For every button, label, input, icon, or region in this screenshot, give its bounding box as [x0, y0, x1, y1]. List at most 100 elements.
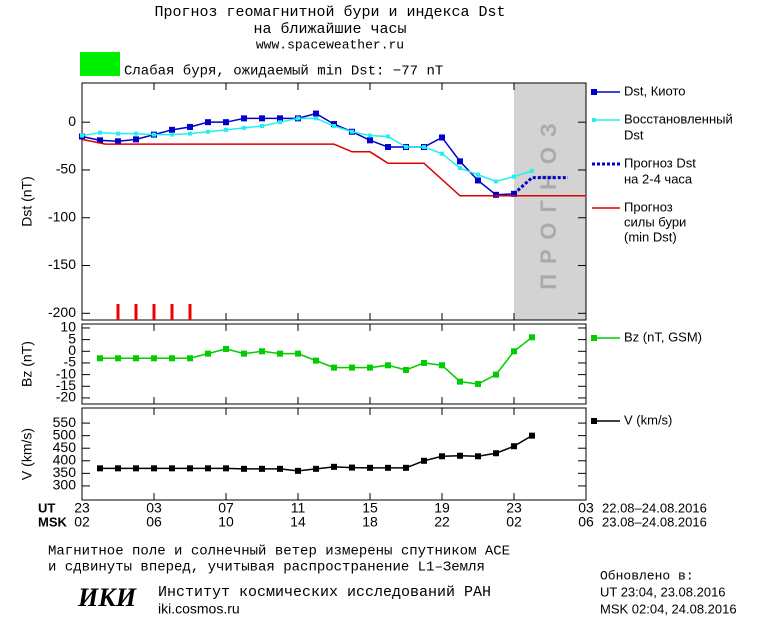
data-point: [530, 168, 534, 173]
data-point: [349, 464, 355, 471]
date-range: 22.08–24.08.2016: [602, 500, 707, 515]
data-point: [97, 355, 103, 362]
title: Прогноз геомагнитной бури и индекса Dst: [154, 4, 505, 21]
data-point: [422, 145, 426, 150]
y-tick-label: 0: [68, 342, 76, 358]
data-point: [151, 465, 157, 472]
y-tick-label: -150: [48, 256, 76, 272]
data-point: [151, 355, 157, 362]
data-point: [475, 380, 481, 387]
x-tick-label-msk: 06: [578, 514, 594, 530]
forecast-label: ПРОГНОЗ: [536, 113, 561, 290]
data-point: [439, 134, 445, 141]
data-point: [116, 131, 120, 136]
data-point: [296, 116, 300, 121]
data-point: [97, 465, 103, 472]
data-point: [277, 115, 283, 122]
legend-marker: [592, 118, 596, 122]
series-line: [100, 435, 533, 472]
data-point: [475, 177, 481, 184]
updated: UT 23:04, 23.08.2016: [600, 584, 726, 599]
data-point: [277, 465, 283, 472]
data-point: [331, 463, 337, 470]
data-point: [115, 138, 121, 145]
y-tick-label: 10: [60, 319, 76, 335]
data-point: [152, 132, 156, 137]
data-point: [314, 116, 318, 121]
x-tick-label: 19: [434, 500, 450, 516]
data-point: [205, 119, 211, 126]
data-point: [421, 359, 427, 366]
subtitle: на ближайшие часы: [253, 21, 406, 38]
legend-label: (min Dst): [624, 229, 677, 244]
data-point: [133, 465, 139, 472]
data-point: [475, 453, 481, 460]
data-point: [367, 364, 373, 371]
y-tick-label: 400: [53, 451, 77, 467]
data-point: [403, 464, 409, 471]
legend-marker: [591, 335, 597, 341]
data-point: [332, 124, 336, 129]
data-point: [133, 355, 139, 362]
note: и сдвинуты вперед, учитывая распростране…: [48, 560, 485, 576]
x-label: UT: [38, 500, 55, 515]
data-point: [457, 158, 463, 165]
y-tick-label: -15: [56, 377, 76, 393]
data-point: [493, 191, 499, 198]
data-point: [385, 144, 391, 151]
x-tick-label: 23: [74, 500, 90, 516]
data-point: [115, 355, 121, 362]
x-tick-label: 03: [578, 500, 594, 516]
legend-marker: [591, 418, 597, 424]
plot-frame: [81, 323, 587, 405]
series-line: [81, 112, 515, 196]
data-point: [458, 166, 462, 171]
y-tick-label: 0: [68, 113, 76, 129]
site: iki.cosmos.ru: [158, 601, 240, 617]
updated: MSK 02:04, 24.08.2016: [600, 601, 737, 616]
y-tick-label: 550: [53, 414, 77, 430]
series-line: [81, 138, 586, 197]
data-point: [223, 465, 229, 472]
data-point: [512, 174, 516, 179]
data-point: [385, 464, 391, 471]
data-point: [331, 364, 337, 371]
data-point: [529, 334, 535, 341]
data-point: [313, 357, 319, 364]
data-point: [457, 378, 463, 385]
data-point: [404, 145, 408, 150]
x-tick-label: 11: [291, 500, 306, 516]
data-point: [187, 123, 193, 130]
data-point: [295, 467, 301, 474]
data-point: [224, 127, 228, 132]
data-point: [440, 151, 444, 156]
forecast-region: [514, 83, 586, 320]
data-point: [80, 133, 84, 138]
y-tick-label: -20: [56, 389, 76, 405]
y-tick-label: -200: [48, 304, 76, 320]
data-point: [187, 465, 193, 472]
data-point: [205, 465, 211, 472]
note: Магнитное поле и солнечный ветер измерен…: [48, 543, 510, 560]
y-tick-label: -100: [48, 208, 76, 224]
data-point: [403, 366, 409, 373]
y-tick-label: -50: [56, 161, 76, 177]
y-tick-label: 450: [53, 439, 77, 455]
data-point: [169, 126, 175, 133]
data-point: [134, 131, 138, 136]
data-point: [205, 350, 211, 357]
y-tick-label: -10: [56, 365, 76, 381]
data-point: [242, 125, 246, 130]
x-tick-label-msk: 10: [218, 514, 234, 530]
data-point: [295, 350, 301, 357]
data-point: [493, 450, 499, 457]
y-label: Dst (nT): [19, 176, 35, 227]
data-point: [206, 129, 210, 134]
data-point: [260, 124, 264, 129]
legend-label: Прогноз: [624, 199, 673, 214]
data-point: [439, 362, 445, 369]
y-tick-label: 350: [53, 464, 77, 480]
data-point: [187, 355, 193, 362]
data-point: [421, 457, 427, 464]
